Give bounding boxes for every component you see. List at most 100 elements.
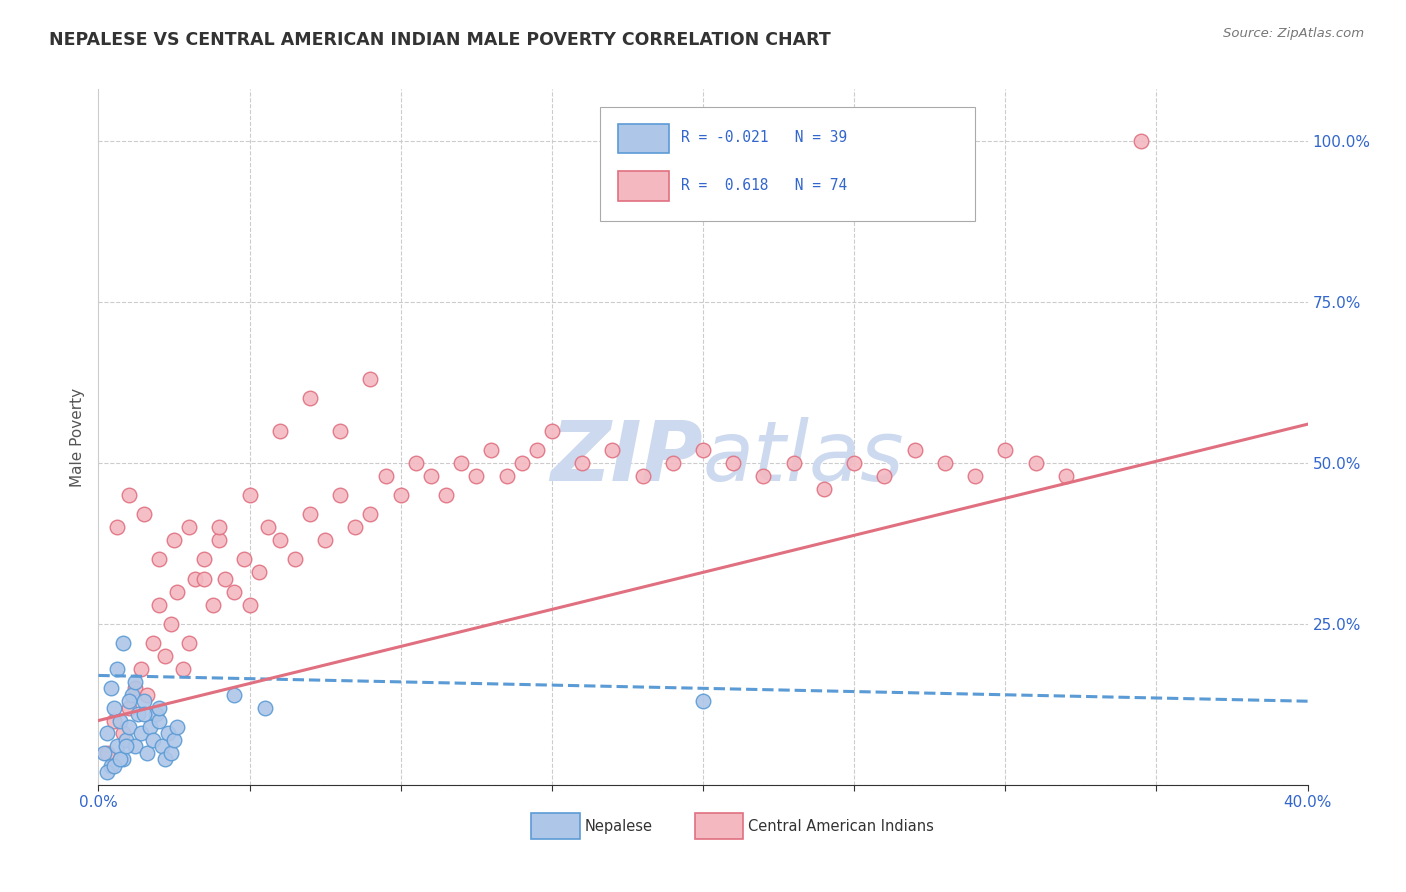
Point — [124, 674, 146, 689]
Point — [118, 488, 141, 502]
Point — [329, 424, 352, 438]
Point — [111, 636, 134, 650]
Text: R = -0.021   N = 39: R = -0.021 N = 39 — [682, 130, 848, 145]
Point — [114, 732, 136, 747]
Point — [135, 746, 157, 760]
Point — [103, 700, 125, 714]
Point — [1130, 134, 1153, 148]
Point — [360, 508, 382, 522]
Point — [135, 688, 157, 702]
FancyBboxPatch shape — [619, 124, 669, 153]
Point — [142, 732, 165, 747]
Point — [253, 700, 276, 714]
Point — [129, 662, 152, 676]
Point — [269, 424, 291, 438]
Point — [163, 533, 186, 548]
Point — [163, 732, 186, 747]
Point — [904, 442, 927, 457]
Point — [389, 488, 412, 502]
Point — [873, 468, 896, 483]
Point — [360, 372, 382, 386]
Point — [105, 739, 128, 754]
Point — [1024, 456, 1046, 470]
Point — [692, 694, 714, 708]
Point — [103, 714, 125, 728]
Point — [224, 584, 246, 599]
Point — [184, 572, 207, 586]
Point — [783, 456, 806, 470]
Text: R =  0.618   N = 74: R = 0.618 N = 74 — [682, 178, 848, 193]
Point — [105, 520, 128, 534]
Point — [111, 726, 134, 740]
Point — [103, 758, 125, 772]
Point — [495, 468, 517, 483]
Point — [208, 533, 231, 548]
Point — [631, 468, 654, 483]
Point — [179, 636, 201, 650]
Point — [118, 694, 141, 708]
Point — [844, 456, 866, 470]
Point — [224, 688, 246, 702]
Point — [329, 488, 352, 502]
Point — [344, 520, 367, 534]
Point — [193, 552, 215, 566]
Point — [105, 662, 128, 676]
Text: Nepalese: Nepalese — [585, 819, 652, 833]
Point — [132, 508, 155, 522]
Point — [118, 720, 141, 734]
Point — [934, 456, 956, 470]
Point — [965, 468, 987, 483]
Point — [179, 520, 201, 534]
Point — [208, 520, 231, 534]
Point — [148, 700, 170, 714]
Point — [314, 533, 336, 548]
Point — [247, 566, 270, 580]
Point — [150, 739, 173, 754]
Point — [193, 572, 215, 586]
Point — [127, 707, 149, 722]
Point — [118, 700, 141, 714]
Point — [142, 636, 165, 650]
Point — [571, 456, 593, 470]
Point — [465, 468, 488, 483]
Point — [172, 662, 194, 676]
Point — [166, 720, 188, 734]
Point — [160, 616, 183, 631]
Point — [124, 681, 146, 696]
Point — [692, 442, 714, 457]
Point — [405, 456, 427, 470]
Point — [114, 739, 136, 754]
Point — [148, 598, 170, 612]
Point — [239, 488, 262, 502]
Point — [148, 552, 170, 566]
Point — [813, 482, 835, 496]
Point — [145, 707, 167, 722]
Point — [108, 714, 131, 728]
Point — [166, 584, 188, 599]
Text: Source: ZipAtlas.com: Source: ZipAtlas.com — [1223, 27, 1364, 40]
Point — [96, 746, 118, 760]
Point — [299, 392, 322, 406]
Point — [156, 726, 179, 740]
Point — [232, 552, 254, 566]
Point — [526, 442, 548, 457]
Point — [111, 752, 134, 766]
Point — [132, 694, 155, 708]
Point — [1054, 468, 1077, 483]
Point — [153, 649, 176, 664]
FancyBboxPatch shape — [619, 171, 669, 201]
Point — [434, 488, 457, 502]
Point — [202, 598, 225, 612]
Y-axis label: Male Poverty: Male Poverty — [70, 387, 86, 487]
Point — [96, 765, 118, 780]
Point — [132, 707, 155, 722]
Point — [450, 456, 472, 470]
Point — [239, 598, 262, 612]
Point — [602, 442, 624, 457]
FancyBboxPatch shape — [695, 814, 742, 838]
Point — [661, 456, 683, 470]
Point — [160, 746, 183, 760]
Point — [96, 726, 118, 740]
Text: ZIP: ZIP — [550, 417, 703, 499]
Point — [100, 681, 122, 696]
